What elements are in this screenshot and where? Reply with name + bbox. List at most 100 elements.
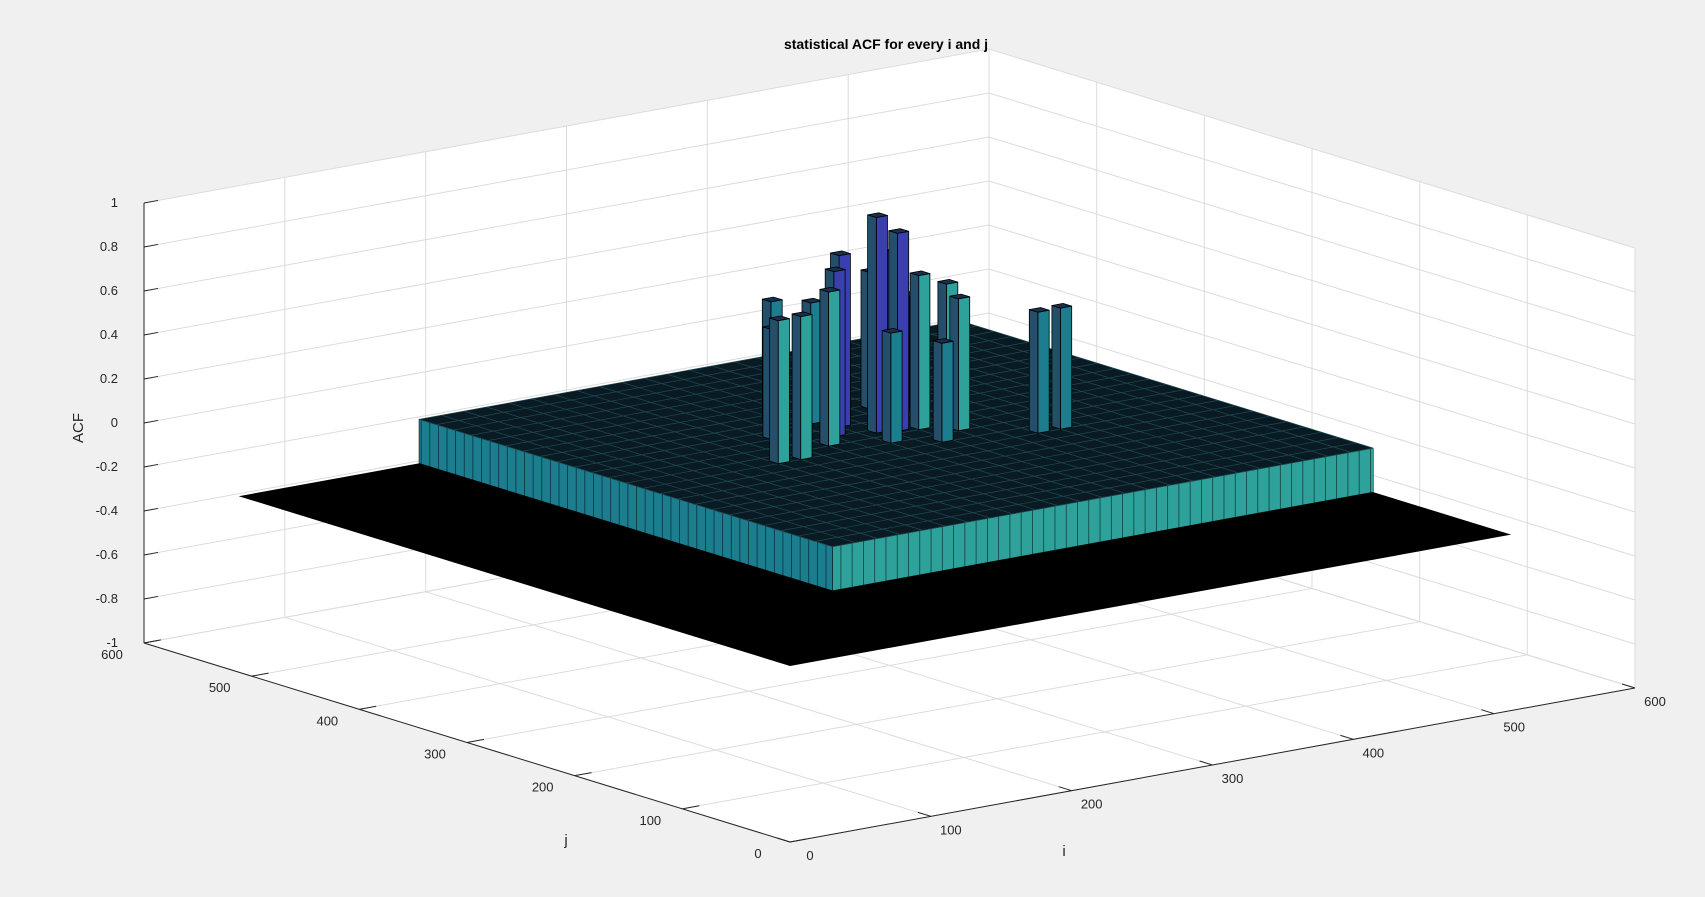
acf-tick-mark <box>143 199 159 204</box>
plateau-grid <box>660 394 1202 494</box>
acf-bar <box>890 330 903 444</box>
grid-line-acf <box>143 224 1636 425</box>
acf-tick-mark <box>143 331 159 336</box>
plateau-grid <box>729 415 1270 516</box>
acf-bar-side <box>881 329 892 444</box>
acf-tick-mark <box>143 551 159 556</box>
acf-bar-side <box>867 214 877 434</box>
acf-tick-label: -1 <box>106 635 118 650</box>
chart-title: statistical ACF for every i and j <box>784 36 988 52</box>
acf-bar <box>958 296 971 432</box>
i-tick-mark <box>776 837 791 843</box>
acf-bar <box>777 318 790 465</box>
acf-tick-mark <box>143 243 159 248</box>
acf-tick-mark <box>143 419 159 424</box>
i-tick-label: 200 <box>1081 797 1103 812</box>
plateau-grid <box>815 442 1357 542</box>
j-tick-mark <box>466 738 484 743</box>
acf-bar-side <box>769 317 779 465</box>
acf-bar <box>918 273 931 431</box>
acf-bar <box>800 314 813 461</box>
j-tick-mark <box>251 672 269 677</box>
z-axis-label: ACF <box>70 413 87 443</box>
grid-line-acf <box>143 48 1636 249</box>
acf-bar-top <box>819 286 840 293</box>
acf-bar-side <box>819 288 829 447</box>
j-tick-label: 400 <box>316 713 338 728</box>
acf-tick-mark <box>143 507 159 512</box>
acf-bar-top <box>1029 307 1050 313</box>
acf-tick-label: 0.4 <box>100 327 118 342</box>
acf-bar-side <box>791 313 802 461</box>
acf-bar-top <box>769 315 790 322</box>
plateau-grid <box>832 447 1374 548</box>
grid-line-acf <box>143 136 1636 337</box>
j-tick-mark <box>574 772 592 777</box>
grid-line-acf <box>143 180 1636 381</box>
j-tick-label: 600 <box>101 647 123 662</box>
acf-bar-top <box>937 278 958 285</box>
acf-bar-top <box>830 250 851 257</box>
j-tick-label: 100 <box>639 813 661 828</box>
acf-bar-side <box>932 340 943 443</box>
j-tick-label: 0 <box>754 846 761 861</box>
j-tick-mark <box>359 705 377 710</box>
acf-tick-mark <box>143 375 159 380</box>
plateau-grid <box>780 431 1322 532</box>
acf-bar-top <box>888 228 909 234</box>
acf-tick-label: -0.2 <box>96 459 118 474</box>
plateau-grid <box>694 405 1236 505</box>
plateau-grid <box>746 421 1288 521</box>
x-axis-label: i <box>1062 843 1065 860</box>
acf-bar <box>1060 305 1073 430</box>
acf-tick-mark <box>143 463 159 468</box>
j-tick-label: 300 <box>424 747 446 762</box>
acf-tick-label: 0.6 <box>100 283 118 298</box>
acf-tick-label: 1 <box>111 195 118 210</box>
acf-tick-label: 0.8 <box>100 239 118 254</box>
acf-tick-label: 0 <box>111 415 118 430</box>
i-tick-label: 500 <box>1503 720 1525 735</box>
i-tick-label: 0 <box>806 848 813 863</box>
i-tick-mark <box>1621 683 1636 689</box>
acf-tick-mark <box>143 639 159 644</box>
acf-tick-label: 0.2 <box>100 371 118 386</box>
plateau-grid <box>642 389 1184 489</box>
plateau-grid <box>711 410 1253 510</box>
acf-tick-mark <box>143 287 159 292</box>
y-axis-label: j <box>563 832 567 849</box>
acf-bar-top <box>801 297 823 304</box>
acf-bar <box>1037 309 1050 434</box>
grid-line-acf <box>143 312 1636 513</box>
i-tick-label: 100 <box>940 822 962 837</box>
j-tick-label: 200 <box>532 780 554 795</box>
acf-bar-top <box>949 293 970 300</box>
acf-bar-top <box>909 270 931 277</box>
acf-bar <box>828 289 841 447</box>
i-tick-label: 400 <box>1362 745 1384 760</box>
surface-plot <box>238 212 1512 666</box>
j-tick-label: 500 <box>209 680 231 695</box>
acf-bar-top <box>882 327 903 334</box>
j-tick-mark <box>682 805 700 810</box>
i-tick-mark <box>1340 734 1354 740</box>
acf-bar-side <box>1028 309 1039 434</box>
tick-labels: 01002003004005006000100200300400500600-1… <box>96 195 1666 863</box>
i-tick-mark <box>1058 786 1072 792</box>
plateau-grid <box>418 418 833 548</box>
acf-tick-mark <box>143 595 159 600</box>
acf-bar <box>941 340 954 443</box>
acf-bar-top <box>825 266 846 273</box>
acf-bar-top <box>867 212 888 218</box>
acf-bar-top <box>791 311 813 318</box>
i-tick-mark <box>917 811 931 817</box>
acf-tick-label: -0.6 <box>96 547 118 562</box>
grid-line-acf <box>143 92 1636 293</box>
acf-bar-top <box>762 296 783 303</box>
acf-bar-side <box>1051 304 1061 430</box>
plateau-grid <box>763 426 1305 526</box>
i-tick-mark <box>1199 760 1213 766</box>
j-tick-mark <box>789 838 807 843</box>
